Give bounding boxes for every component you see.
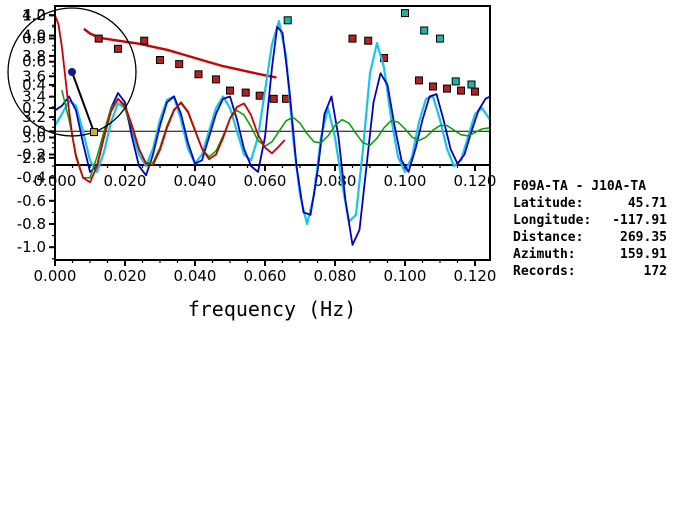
phase-velocity-cyan-marker — [420, 26, 429, 35]
x-tick-label: 0.060 — [244, 267, 287, 285]
x-tick-label: 0.080 — [314, 172, 357, 190]
phase-velocity-red-marker — [94, 34, 103, 43]
phase-velocity-red-marker — [443, 84, 451, 93]
station-pair-title: F09A-TA - J10A-TA — [513, 179, 647, 194]
y-tick-label: 3.8 — [22, 47, 46, 65]
latitude-value: 45.71 — [627, 196, 667, 211]
station-info-panel: F09A-TA - J10A-TA Latitude: 45.71 Longit… — [513, 178, 667, 280]
x-tick-label: 0.060 — [244, 172, 287, 190]
azimuth-circle-outline — [7, 7, 137, 137]
phase-velocity-red-marker — [226, 86, 234, 95]
azimuth-circle-plot — [7, 7, 137, 137]
plot-frame — [54, 5, 491, 261]
phase-velocity-cyan-marker — [436, 34, 444, 43]
x-tick-label: 0.040 — [174, 172, 217, 190]
azimuth-line — [71, 71, 95, 133]
y-tick-label: 0.8 — [22, 30, 46, 48]
y-tick-label: -0.6 — [17, 192, 46, 210]
y-tick-label: 0.6 — [22, 53, 46, 71]
y-tick-label: 3.6 — [22, 67, 46, 85]
x-tick-label: 0.020 — [104, 267, 147, 285]
y-tick-label: 2.8 — [22, 149, 46, 167]
records-label: Records: — [513, 264, 576, 279]
phase-velocity-red-marker — [457, 86, 465, 95]
x-tick-label: 0.040 — [174, 267, 217, 285]
correlation-chart: frequency (Hz) 0.000 0.020 0.040 0.060 0.080… — [17, 5, 497, 321]
azimuth-value: 159.91 — [620, 247, 667, 262]
phase-velocity-red-marker — [415, 76, 423, 85]
info-row-records: Records: 172 — [513, 263, 667, 280]
phase-velocity-red-marker — [212, 75, 220, 84]
phase-velocity-red-marker — [194, 70, 203, 79]
phase-velocity-cyan-marker — [467, 80, 476, 89]
correlation-red-curve — [54, 14, 286, 184]
info-row-distance: Distance: 269.35 — [513, 229, 667, 246]
longitude-value: -117.91 — [612, 213, 667, 228]
y-tick-label: -0.8 — [17, 215, 46, 233]
info-row-azimuth: Azimuth: 159.91 — [513, 246, 667, 263]
phase-velocity-red-marker — [269, 94, 278, 103]
station-center-dot — [68, 68, 76, 76]
y-tick-label: 0.0 — [22, 122, 46, 140]
y-tick-label: -1.0 — [17, 238, 46, 256]
y-tick-label: 0.2 — [22, 99, 46, 117]
records-value: 172 — [643, 264, 667, 279]
longitude-label: Longitude: — [513, 213, 592, 228]
x-tick-label: 0.120 — [454, 267, 497, 285]
distance-value: 269.35 — [620, 230, 667, 245]
phase-velocity-red-marker — [364, 36, 373, 45]
info-row-longitude: Longitude: -117.91 — [513, 212, 667, 229]
phase-velocity-cyan-marker — [401, 9, 409, 18]
phase-velocity-red-marker — [156, 56, 164, 64]
y-tick-label: 4.0 — [22, 27, 46, 45]
phase-velocity-cyan-marker — [451, 77, 460, 86]
phase-velocity-red-marker — [175, 60, 184, 69]
phase-velocity-cyan-marker — [283, 16, 292, 25]
x-tick-label: 0.120 — [454, 172, 497, 190]
y-tick-label: 3.2 — [22, 108, 46, 126]
y-tick-label: 1.0 — [22, 6, 46, 24]
phase-velocity-red-marker — [429, 82, 437, 91]
y-tick-label: 0.4 — [22, 76, 46, 94]
phase-velocity-red-marker — [348, 34, 357, 43]
azimuth-label: Azimuth: — [513, 247, 576, 262]
phase-velocity-red-marker — [114, 44, 122, 53]
latitude-label: Latitude: — [513, 196, 584, 211]
y-tick-label: 3.4 — [22, 88, 46, 106]
phase-velocity-red-marker — [140, 36, 149, 45]
y-tick-label: -0.4 — [17, 169, 46, 187]
y-tick-label: -0.2 — [17, 146, 46, 164]
info-row-latitude: Latitude: 45.71 — [513, 195, 667, 212]
x-axis-label: frequency (Hz) — [188, 297, 357, 321]
y-tick-label: 3.0 — [22, 129, 46, 147]
x-tick-label: 0.080 — [314, 267, 357, 285]
phase-velocity-red-marker — [241, 88, 250, 97]
x-tick-label: 0.100 — [384, 172, 427, 190]
distance-label: Distance: — [513, 230, 584, 245]
x-tick-label: 0.000 — [34, 267, 77, 285]
y-tick-label: 4.2 — [22, 6, 46, 24]
x-tick-label: 0.020 — [104, 172, 147, 190]
azimuth-endpoint-marker — [90, 128, 98, 137]
x-tick-label: 0.100 — [384, 267, 427, 285]
